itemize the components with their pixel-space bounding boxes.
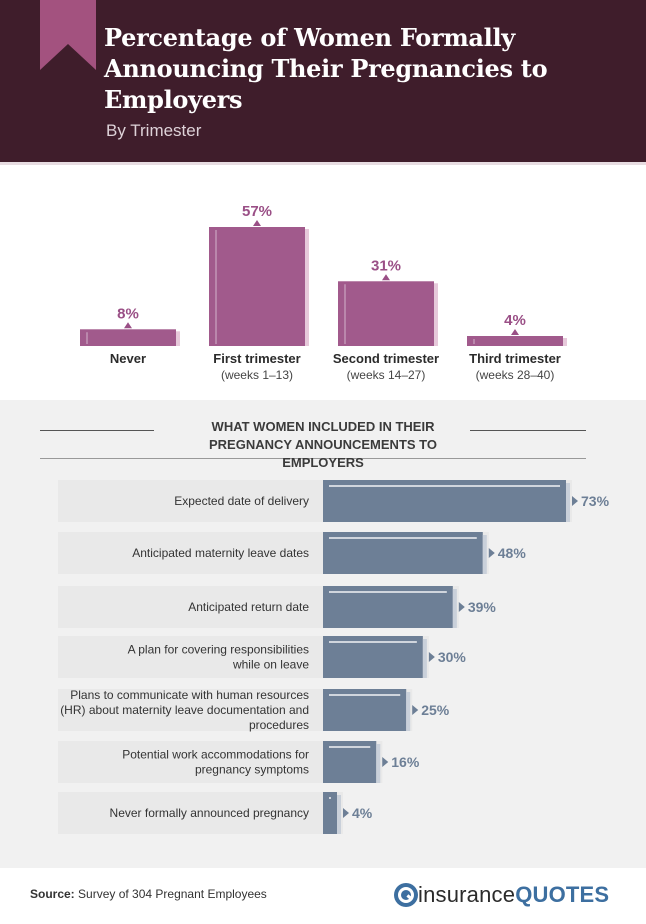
content-category-label: while on leave — [232, 658, 309, 672]
content-value-label: 39% — [468, 599, 497, 615]
trimester-value-label: 4% — [504, 312, 526, 329]
content-bar — [323, 480, 566, 522]
value-pointer-icon — [572, 496, 578, 506]
content-value-label: 30% — [438, 649, 467, 665]
content-value-label: 48% — [498, 545, 527, 561]
trimester-bar — [209, 227, 305, 346]
brand-logo-right: QUOTES — [515, 882, 610, 907]
content-row-band — [58, 792, 343, 834]
content-bar-shadow — [337, 795, 341, 834]
content-category-label: Expected date of delivery — [174, 494, 309, 508]
trimester-bar — [80, 329, 176, 346]
section-title: WHAT WOMEN INCLUDED IN THEIR PREGNANCY A… — [0, 418, 646, 472]
footer — [0, 868, 646, 924]
trimester-sublabel: (weeks 14–27) — [347, 368, 426, 382]
section-rule-bottom — [40, 458, 586, 459]
brand-logo-left: insurance — [418, 882, 516, 907]
source-label: Source: — [30, 887, 75, 901]
section-rule-left — [40, 430, 154, 431]
value-pointer-icon — [343, 808, 349, 818]
content-bar-shadow — [406, 692, 411, 731]
trimester-bar — [338, 281, 434, 346]
value-pointer-icon — [488, 548, 495, 558]
value-pointer-icon — [253, 220, 261, 226]
content-category-label: Anticipated maternity leave dates — [132, 546, 309, 560]
insurancequotes-logo-icon — [394, 883, 418, 907]
content-category-label: pregnancy symptoms — [195, 763, 309, 777]
trimester-value-label: 31% — [371, 257, 401, 274]
value-pointer-icon — [511, 329, 519, 335]
trimester-bar — [467, 336, 563, 346]
content-category-label: Potential work accommodations for — [122, 748, 309, 762]
trimester-value-label: 8% — [117, 305, 139, 322]
announcement-bar-chart: 73% Expected date of delivery 48% Anticipat… — [58, 480, 610, 834]
announcement-content-panel — [0, 400, 646, 868]
content-bar — [323, 532, 483, 574]
content-category-label: Never formally announced pregnancy — [110, 806, 309, 820]
content-value-label: 73% — [581, 493, 610, 509]
trimester-category-label: Never — [110, 351, 146, 366]
content-value-label: 4% — [352, 805, 373, 821]
header-divider — [0, 162, 646, 172]
content-value-label: 16% — [391, 754, 420, 770]
content-category-label: procedures — [249, 718, 309, 732]
value-pointer-icon — [412, 705, 419, 715]
content-category-label: Plans to communicate with human resource… — [70, 688, 309, 702]
trimester-sublabel: (weeks 1–13) — [221, 368, 293, 382]
trimester-sublabel: (weeks 28–40) — [476, 368, 555, 382]
trimester-chart-area — [0, 172, 646, 400]
content-category-label: A plan for covering responsibilities — [128, 643, 309, 657]
content-category-label: Anticipated return date — [188, 600, 309, 614]
content-bar — [323, 741, 377, 783]
source-note: Source: Survey of 304 Pregnant Employees — [30, 887, 267, 901]
page-subtitle: By Trimester — [106, 121, 202, 140]
trimester-bar-shadow — [434, 283, 438, 346]
trimester-category-label: First trimester — [213, 351, 300, 366]
content-bar-shadow — [376, 744, 381, 783]
header-banner: Percentage of Women Formally Announcing … — [0, 0, 646, 162]
brand-logo-text: insuranceQUOTES — [418, 882, 609, 908]
trimester-bar-shadow — [305, 229, 309, 346]
value-pointer-icon — [428, 652, 435, 662]
value-pointer-icon — [382, 274, 390, 281]
trimester-bar-shadow — [563, 338, 567, 346]
content-value-label: 25% — [421, 702, 450, 718]
trimester-bar-shadow — [176, 331, 180, 346]
value-pointer-icon — [124, 322, 132, 329]
trimester-value-label: 57% — [242, 203, 272, 220]
content-bar-shadow — [422, 639, 427, 678]
content-bar — [323, 636, 423, 678]
content-bar-shadow — [566, 483, 570, 522]
trimester-bar-chart: 8% Never 57% First trimester (weeks 1–13) 31%… — [80, 203, 567, 382]
value-pointer-icon — [458, 602, 465, 612]
trimester-category-label: Third trimester — [469, 351, 561, 366]
trimester-category-label: Second trimester — [333, 351, 439, 366]
source-text: Survey of 304 Pregnant Employees — [78, 887, 267, 901]
page-title: Percentage of Women Formally Announcing … — [104, 23, 548, 114]
content-bar-shadow — [452, 589, 457, 628]
content-bar — [323, 792, 337, 834]
section-rule-right — [470, 430, 586, 431]
section-title-text: WHAT WOMEN INCLUDED IN THEIR PREGNANCY A… — [208, 419, 437, 470]
content-bar-shadow — [482, 535, 487, 574]
bookmark-ribbon-icon — [40, 0, 96, 70]
content-category-label: (HR) about maternity leave documentation… — [60, 703, 309, 717]
content-bar — [323, 689, 407, 731]
content-bar — [323, 586, 453, 628]
value-pointer-icon — [382, 757, 389, 767]
